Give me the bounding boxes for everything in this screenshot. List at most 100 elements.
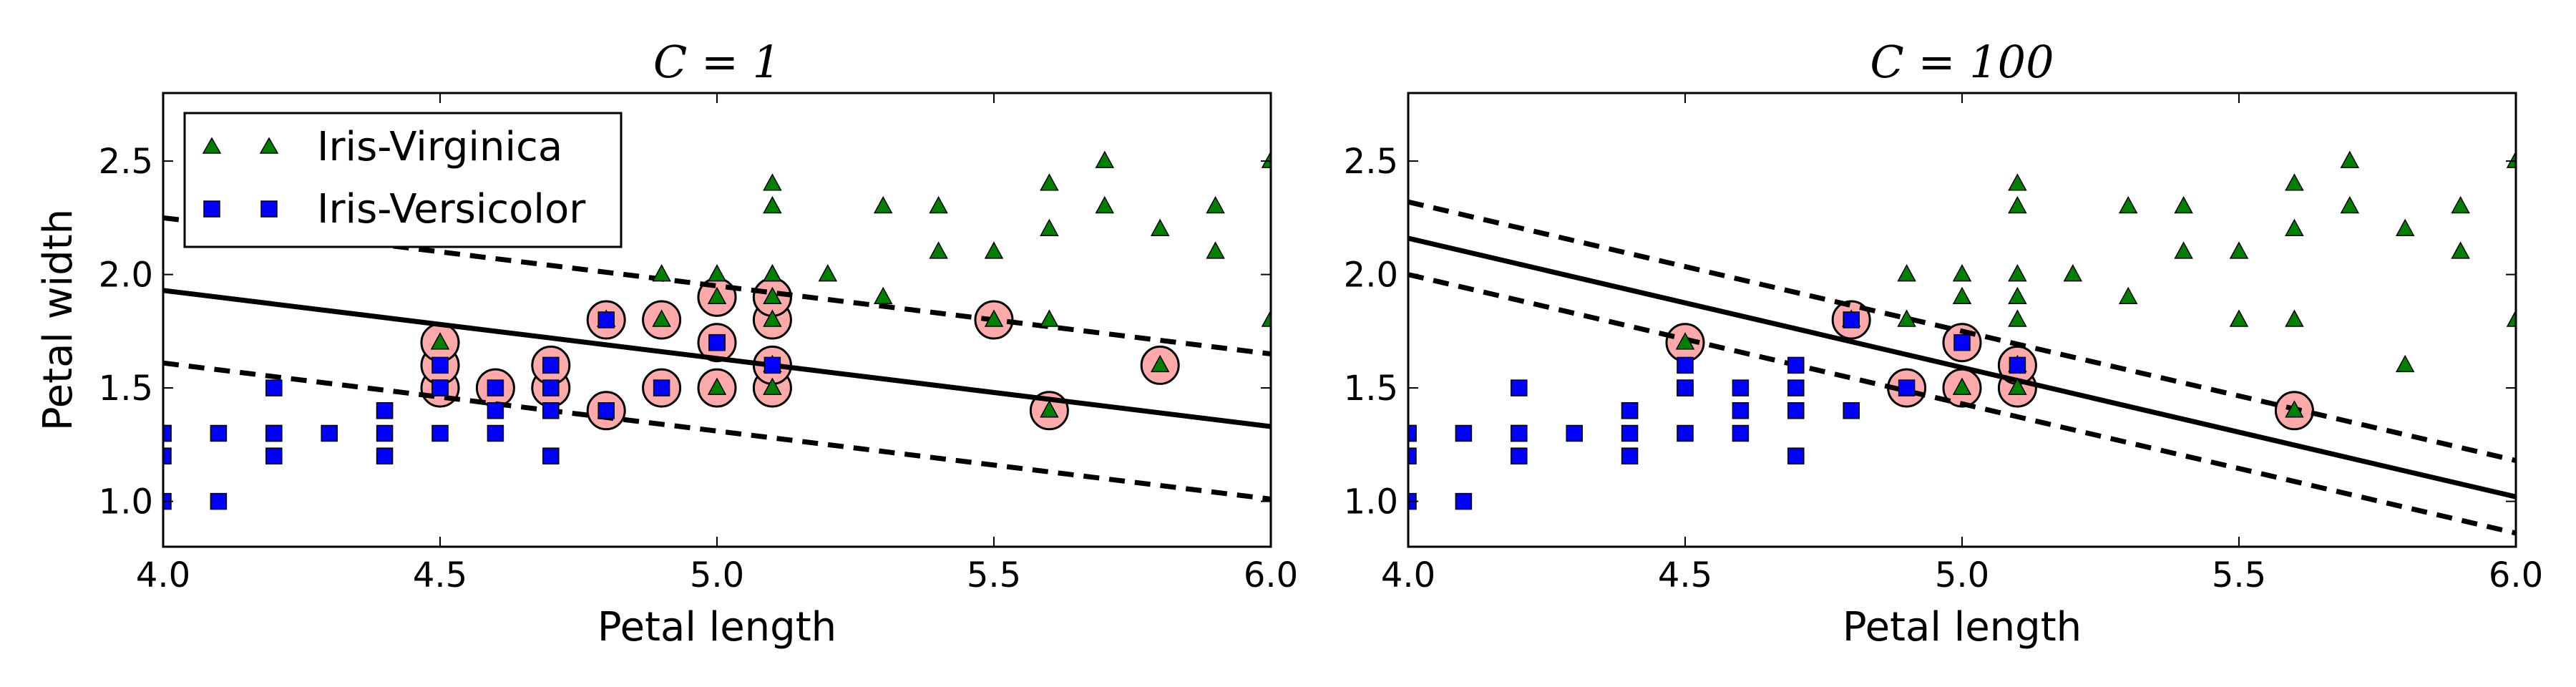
- versicolor-point: [321, 424, 338, 442]
- versicolor-point: [597, 311, 615, 328]
- versicolor-point: [1455, 424, 1473, 442]
- chart-title: C = 100: [1870, 36, 2054, 88]
- virginica-point: [2008, 377, 2027, 395]
- versicolor-point: [542, 379, 560, 396]
- virginica-point: [763, 195, 782, 214]
- versicolor-point: [1408, 424, 1417, 442]
- virginica-point: [2395, 218, 2415, 236]
- versicolor-point: [487, 424, 504, 442]
- virginica-point: [1150, 354, 1170, 373]
- virginica-point: [1150, 218, 1170, 236]
- virginica-point: [2285, 309, 2304, 327]
- legend: Iris-Virginica Iris-Versicolor: [183, 112, 623, 248]
- virginica-point: [763, 377, 782, 395]
- virginica-point: [873, 286, 893, 305]
- triangle-icon: [259, 137, 279, 154]
- decision-boundary-line: [163, 288, 1271, 429]
- virginica-point: [1952, 377, 1972, 395]
- versicolor-point: [1511, 424, 1528, 442]
- chart-title: C = 1: [653, 36, 781, 88]
- virginica-point: [818, 264, 838, 282]
- virginica-point: [2285, 218, 2304, 236]
- square-icon: [203, 200, 220, 218]
- decision-boundary-line: [1408, 235, 2516, 500]
- versicolor-point: [1787, 356, 1805, 374]
- versicolor-point: [1455, 492, 1473, 510]
- margin-upper-line: [1408, 199, 2516, 463]
- versicolor-point: [1621, 447, 1639, 464]
- virginica-point: [2285, 400, 2304, 418]
- versicolor-point: [1621, 402, 1639, 419]
- virginica-point: [707, 377, 727, 395]
- legend-label: Iris-Virginica: [317, 124, 562, 170]
- versicolor-point: [1732, 402, 1750, 419]
- virginica-point: [763, 286, 782, 305]
- virginica-point: [1675, 332, 1695, 350]
- legend-entry-versicolor: Iris-Versicolor: [203, 186, 586, 233]
- legend-frame: [183, 112, 623, 248]
- versicolor-point: [163, 424, 172, 442]
- virginica-point: [2008, 264, 2027, 282]
- x-axis-label: Petal length: [597, 604, 836, 651]
- versicolor-point: [210, 424, 228, 442]
- versicolor-point: [1843, 311, 1860, 328]
- versicolor-point: [1511, 379, 1528, 396]
- versicolor-point: [376, 402, 394, 419]
- virginica-point: [430, 332, 450, 350]
- versicolor-point: [163, 447, 172, 464]
- virginica-point: [2008, 286, 2027, 305]
- virginica-point: [1095, 150, 1115, 168]
- virginica-point: [652, 309, 671, 327]
- virginica-point: [763, 309, 782, 327]
- virginica-point: [1040, 309, 1059, 327]
- virginica-point: [2008, 195, 2027, 214]
- virginica-point: [707, 264, 727, 282]
- virginica-point: [652, 264, 671, 282]
- virginica-point: [2118, 286, 2138, 305]
- virginica-point: [2229, 309, 2249, 327]
- virginica-point: [2008, 309, 2027, 327]
- virginica-point: [929, 195, 948, 214]
- versicolor-point: [542, 447, 560, 464]
- virginica-point: [2451, 241, 2470, 259]
- versicolor-point: [708, 333, 726, 351]
- virginica-point: [1206, 195, 1225, 214]
- versicolor-point: [1566, 424, 1583, 442]
- versicolor-point: [376, 447, 394, 464]
- virginica-point: [2174, 241, 2193, 259]
- versicolor-point: [487, 402, 504, 419]
- virginica-point: [2285, 173, 2304, 191]
- x-tick-label: 5.5: [2212, 555, 2266, 595]
- virginica-point: [2340, 150, 2360, 168]
- x-tick-label: 5.5: [967, 555, 1021, 595]
- versicolor-point: [1732, 379, 1750, 396]
- x-tick-label: 4.0: [136, 555, 190, 595]
- versicolor-point: [431, 424, 449, 442]
- chart-panel-c1: C = 1 4.0 4.5 5.0 5.5 6.0 1.0 1.5 2.0 2.5 Petal …: [35, 36, 1298, 651]
- virginica-point: [1040, 173, 1059, 191]
- virginica-point: [2506, 309, 2516, 327]
- virginica-point: [2395, 354, 2415, 373]
- versicolor-point: [1621, 424, 1639, 442]
- versicolor-point: [431, 356, 449, 374]
- y-tick-label: 1.0: [99, 482, 153, 522]
- virginica-point: [1095, 195, 1115, 214]
- chart-panel-c100: C = 100 4.0 4.5 5.0 5.5 6.0 1.0 1.5 2.0 2.5 Peta…: [1344, 36, 2544, 651]
- y-tick-label: 2.5: [99, 142, 153, 182]
- versicolor-point: [1677, 424, 1694, 442]
- virginica-point: [1897, 264, 1916, 282]
- x-tick-label: 6.0: [2489, 555, 2543, 595]
- virginica-point: [1897, 309, 1916, 327]
- legend-entry-virginica: Iris-Virginica: [202, 124, 562, 170]
- versicolor-point: [265, 424, 283, 442]
- versicolor-point: [542, 356, 560, 374]
- virginica-point: [763, 264, 782, 282]
- x-tick-label: 5.0: [1935, 555, 1989, 595]
- y-tick-label: 2.0: [1344, 255, 1398, 296]
- virginica-point: [2340, 195, 2360, 214]
- x-tick-label: 6.0: [1244, 555, 1298, 595]
- x-tick-label: 4.5: [413, 555, 467, 595]
- virginica-point: [873, 195, 893, 214]
- x-tick-label: 4.5: [1658, 555, 1712, 595]
